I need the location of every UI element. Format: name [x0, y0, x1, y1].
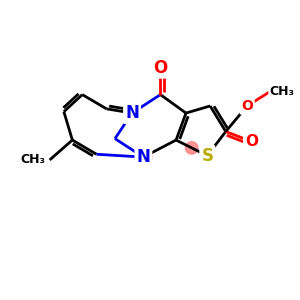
Text: O: O	[245, 134, 258, 149]
Text: CH₃: CH₃	[270, 85, 295, 98]
Text: N: N	[136, 148, 150, 166]
Text: O: O	[153, 58, 168, 76]
Text: N: N	[125, 104, 139, 122]
Text: S: S	[201, 147, 213, 165]
Text: CH₃: CH₃	[20, 153, 45, 167]
Circle shape	[185, 142, 198, 154]
Text: O: O	[241, 99, 253, 113]
Circle shape	[135, 148, 152, 166]
